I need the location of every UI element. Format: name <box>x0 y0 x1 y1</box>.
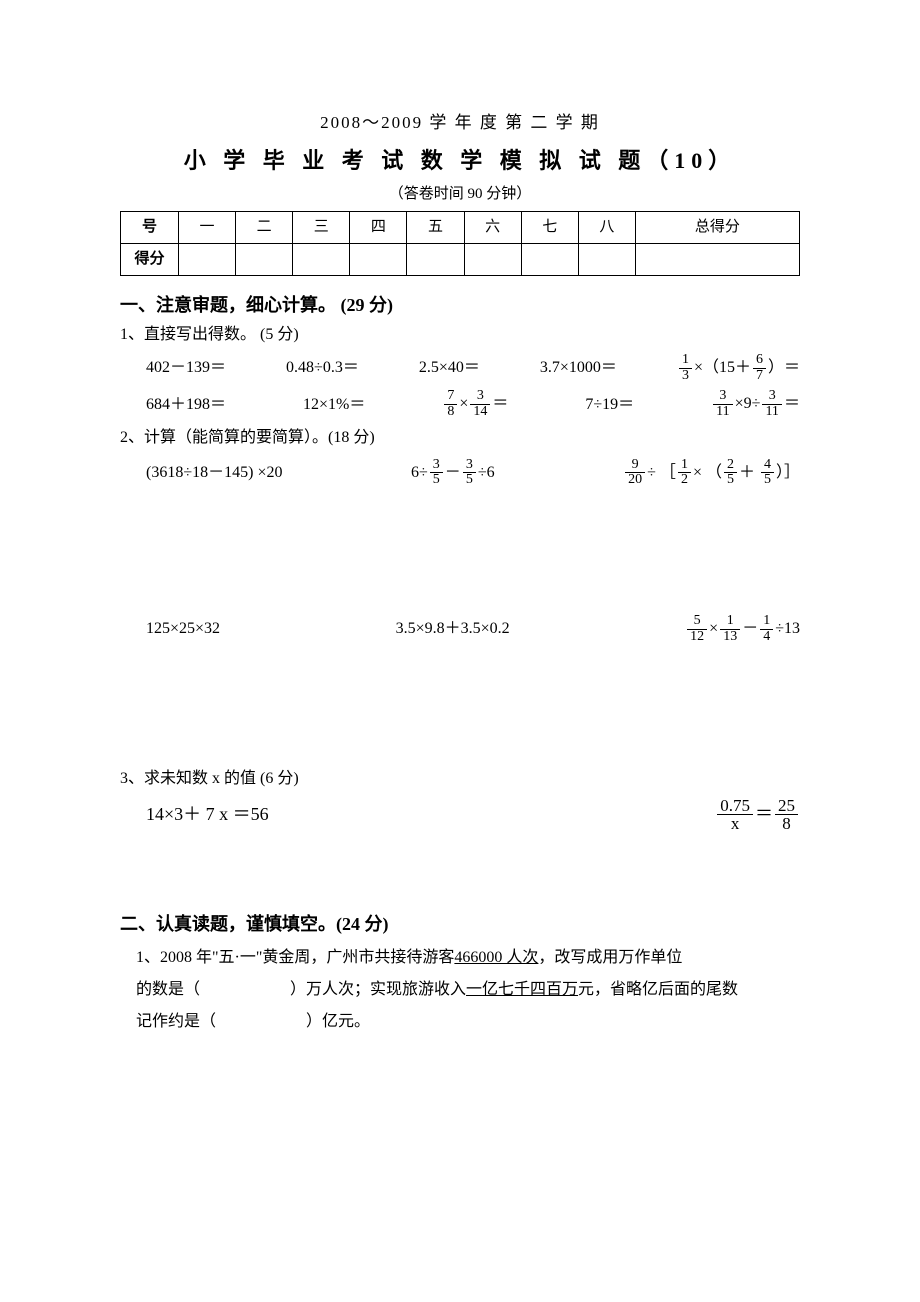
section1-title: 一、注意审题，细心计算。 (29 分) <box>120 292 800 319</box>
q2-row1: (3618÷18－145) ×20 6÷35－35÷6 920÷ ［12× （2… <box>146 458 800 488</box>
expr: 6÷35－35÷6 <box>411 458 495 488</box>
score-cell <box>521 244 578 276</box>
expr: 2.5×40＝ <box>419 356 480 380</box>
expr: 0.75x＝258 <box>715 797 800 834</box>
score-cell <box>350 244 407 276</box>
col-head: 总得分 <box>635 212 799 244</box>
q3-row: 14×3＋ 7 x ＝56 0.75x＝258 <box>146 797 800 834</box>
q3-label: 3、求未知数 x 的值 (6 分) <box>120 767 800 791</box>
text: 1、2008 年"五·一"黄金周，广州市共接待游客 <box>136 949 454 966</box>
expr: 3.7×1000＝ <box>540 356 617 380</box>
q1-label: 1、直接写出得数。 (5 分) <box>120 323 800 347</box>
expr: 3.5×9.8＋3.5×0.2 <box>396 617 510 641</box>
col-head: 七 <box>521 212 578 244</box>
expr: 402－139＝ <box>146 356 226 380</box>
expr: 78×314＝ <box>442 389 508 419</box>
score-cell <box>578 244 635 276</box>
text: ，改写成用万作单位 <box>538 949 682 966</box>
score-cell <box>179 244 236 276</box>
table-row: 得分 <box>121 244 800 276</box>
expr: 512×113－14÷13 <box>685 614 800 644</box>
expr: 13×（15＋67）＝ <box>677 353 800 383</box>
q2-row2: 125×25×32 3.5×9.8＋3.5×0.2 512×113－14÷13 <box>146 614 800 644</box>
col-head: 五 <box>407 212 464 244</box>
text: ）亿元。 <box>306 1013 370 1030</box>
section2-title: 二、认真读题，谨慎填空。(24 分) <box>120 911 800 938</box>
header-year: 2008～2009 学 年 度 第 二 学 期 <box>120 110 800 136</box>
expr: (3618÷18－145) ×20 <box>146 461 282 485</box>
score-cell <box>464 244 521 276</box>
expr: 12×1%＝ <box>303 393 365 417</box>
text: 元，省略亿后面的尾数 <box>578 981 738 998</box>
header-time: （答卷时间 90 分钟） <box>120 183 800 206</box>
col-head: 二 <box>236 212 293 244</box>
text: 的数是（ <box>136 981 200 998</box>
col-head: 四 <box>350 212 407 244</box>
score-cell <box>293 244 350 276</box>
expr: 7÷19＝ <box>585 393 634 417</box>
q1-row1: 402－139＝ 0.48÷0.3＝ 2.5×40＝ 3.7×1000＝ 13×… <box>146 353 800 383</box>
col-head: 八 <box>578 212 635 244</box>
expr: 14×3＋ 7 x ＝56 <box>146 801 269 828</box>
q2-label: 2、计算（能简算的要简算）。(18 分) <box>120 426 800 450</box>
underlined-number: 466000 人次 <box>454 949 538 966</box>
col-head: 一 <box>179 212 236 244</box>
expr: 684＋198＝ <box>146 393 226 417</box>
score-cell <box>236 244 293 276</box>
col-head: 六 <box>464 212 521 244</box>
header-title: 小 学 毕 业 考 试 数 学 模 拟 试 题（10） <box>120 144 800 177</box>
expr: 920÷ ［12× （25＋ 45）］ <box>623 458 800 488</box>
row-label: 号 <box>121 212 179 244</box>
col-head: 三 <box>293 212 350 244</box>
expr: 125×25×32 <box>146 617 220 641</box>
underlined-text: 一亿七千四百万 <box>466 981 578 998</box>
table-row: 号 一 二 三 四 五 六 七 八 总得分 <box>121 212 800 244</box>
row-label: 得分 <box>121 244 179 276</box>
expr: 0.48÷0.3＝ <box>286 356 359 380</box>
score-cell <box>407 244 464 276</box>
text: ）万人次；实现旅游收入 <box>290 981 466 998</box>
expr: 311×9÷311＝ <box>711 389 800 419</box>
q1-row2: 684＋198＝ 12×1%＝ 78×314＝ 7÷19＝ 311×9÷311＝ <box>146 389 800 419</box>
score-table: 号 一 二 三 四 五 六 七 八 总得分 得分 <box>120 211 800 276</box>
text: 记作约是（ <box>136 1013 216 1030</box>
score-cell <box>635 244 799 276</box>
section2-q1: 1、2008 年"五·一"黄金周，广州市共接待游客466000 人次，改写成用万… <box>136 942 800 1038</box>
